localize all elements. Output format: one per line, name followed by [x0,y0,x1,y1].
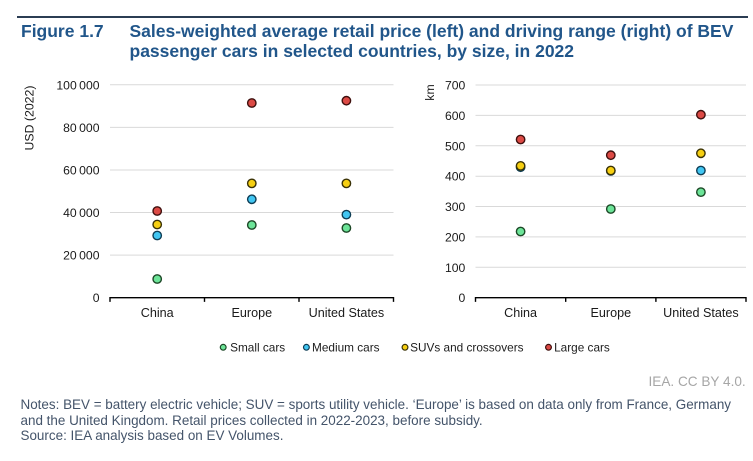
svg-text:20 000: 20 000 [63,249,100,263]
svg-text:100 000: 100 000 [56,78,99,92]
svg-text:200: 200 [445,230,466,244]
svg-text:United States: United States [663,306,739,320]
svg-text:300: 300 [445,200,466,214]
svg-text:China: China [504,306,537,320]
svg-text:Europe: Europe [590,306,631,320]
svg-text:80 000: 80 000 [63,121,100,135]
svg-text:km: km [423,84,437,100]
svg-text:China: China [141,306,174,320]
svg-text:700: 700 [445,79,466,93]
svg-text:SUVs and crossovers: SUVs and crossovers [410,340,524,354]
svg-text:40 000: 40 000 [63,206,100,220]
svg-text:0: 0 [93,291,100,305]
svg-text:100: 100 [445,261,466,275]
svg-text:Large cars: Large cars [554,340,610,354]
svg-text:0: 0 [459,291,466,305]
svg-text:USD (2022): USD (2022) [23,86,37,151]
svg-text:Europe: Europe [231,306,272,320]
svg-text:Small cars: Small cars [230,340,285,354]
svg-text:Medium cars: Medium cars [312,340,380,354]
svg-text:600: 600 [445,109,466,123]
svg-text:500: 500 [445,139,466,153]
svg-text:60 000: 60 000 [63,164,100,178]
svg-text:400: 400 [445,170,466,184]
svg-text:United States: United States [309,306,385,320]
